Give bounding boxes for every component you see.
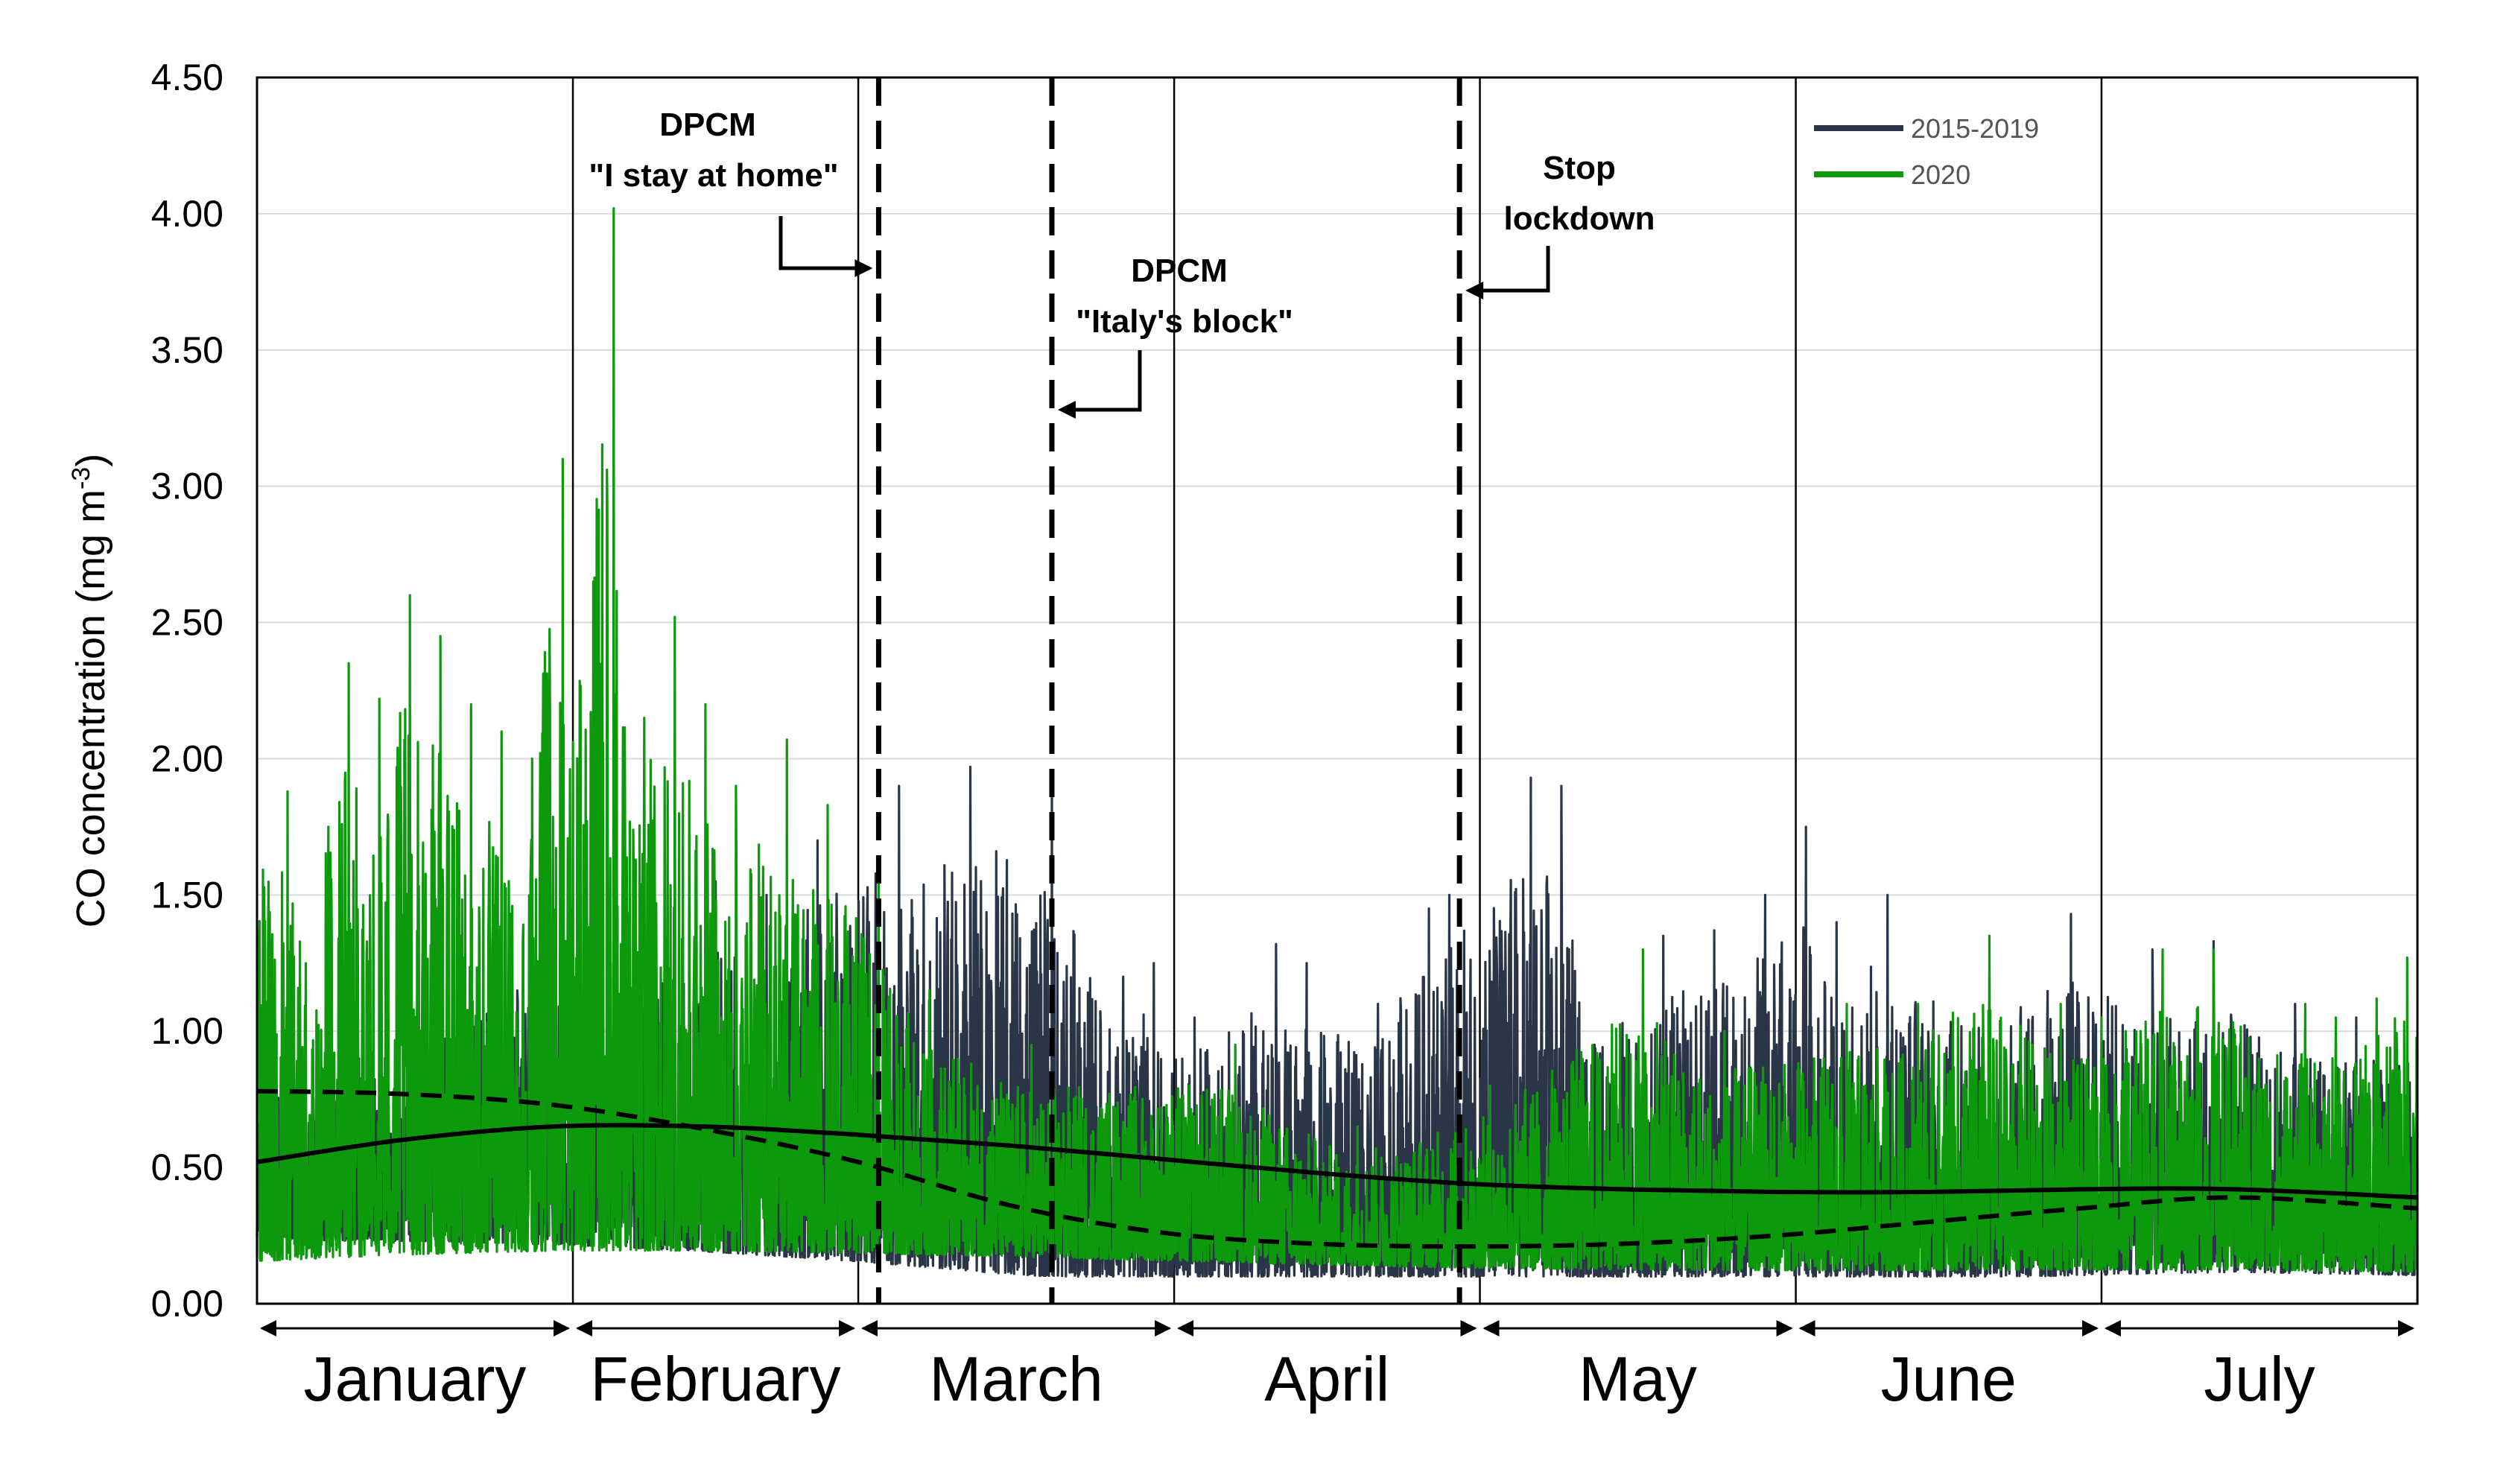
trend-line-2020 bbox=[256, 1123, 2418, 1200]
y-axis-label-text: CO concentration (mg m bbox=[69, 489, 113, 928]
trend-lines bbox=[256, 1088, 2418, 1249]
month-range-arrow-right-2 bbox=[1155, 1320, 1172, 1336]
month-range-arrow-right-6 bbox=[2398, 1320, 2414, 1336]
month-label-5: June bbox=[1881, 1344, 2017, 1414]
event-arrow-2 bbox=[1482, 246, 1550, 293]
y-tick-label-0: 0.00 bbox=[151, 1283, 223, 1325]
month-range-arrow-left-4 bbox=[1482, 1320, 1500, 1336]
x-axis-month-ranges: January February March April May June July bbox=[260, 1320, 2414, 1414]
y-tick-label-6: 3.00 bbox=[151, 466, 223, 507]
y-axis-ticks: 0.00 0.50 1.00 1.50 2.00 2.50 3.00 3.50 4.00 4.50 bbox=[151, 57, 223, 1325]
event-label-2-line1: Stop bbox=[1543, 150, 1616, 186]
event-label-1-line1: DPCM bbox=[1131, 253, 1228, 289]
y-tick-label-1: 0.50 bbox=[151, 1147, 223, 1188]
event-arrow-0 bbox=[778, 216, 857, 270]
month-range-arrow-right-0 bbox=[554, 1320, 571, 1336]
plot-area-frame bbox=[256, 76, 2419, 1305]
event-arrowhead-0 bbox=[854, 259, 873, 277]
month-range-arrow-right-1 bbox=[839, 1320, 856, 1336]
legend-label-2015-2019: 2015-2019 bbox=[1911, 113, 2039, 144]
legend-label-2020: 2020 bbox=[1911, 159, 1970, 190]
trend-line-2015-2019 bbox=[256, 1088, 2418, 1249]
y-tick-label-2: 1.00 bbox=[151, 1010, 223, 1052]
event-label-2-line2: lockdown bbox=[1504, 200, 1655, 237]
month-label-1: February bbox=[591, 1344, 841, 1414]
y-axis-label-close: ) bbox=[69, 454, 113, 467]
y-tick-label-7: 3.50 bbox=[151, 329, 223, 371]
month-range-arrow-left-2 bbox=[861, 1320, 878, 1336]
y-axis-label: CO concentration (mg m-3) bbox=[67, 454, 113, 928]
y-tick-label-5: 2.50 bbox=[151, 602, 223, 644]
event-label-1-line2: "Italy's block" bbox=[1076, 303, 1293, 340]
y-tick-label-3: 1.50 bbox=[151, 874, 223, 916]
month-label-6: July bbox=[2204, 1344, 2315, 1414]
month-range-arrow-left-6 bbox=[2104, 1320, 2121, 1336]
y-tick-label-8: 4.00 bbox=[151, 193, 223, 235]
month-label-3: April bbox=[1264, 1344, 1389, 1414]
y-tick-label-9: 4.50 bbox=[151, 57, 223, 98]
event-label-0-line1: DPCM bbox=[659, 107, 756, 143]
month-range-arrow-left-3 bbox=[1177, 1320, 1194, 1336]
month-range-arrow-right-4 bbox=[1776, 1320, 1793, 1336]
month-label-0: January bbox=[304, 1344, 527, 1414]
month-label-4: May bbox=[1579, 1344, 1697, 1414]
event-arrowhead-1 bbox=[1057, 401, 1076, 419]
y-axis-label-superscript: -3 bbox=[67, 467, 95, 489]
month-range-arrow-left-1 bbox=[576, 1320, 593, 1336]
month-range-arrow-right-3 bbox=[1460, 1320, 1477, 1336]
month-range-arrow-left-0 bbox=[260, 1320, 276, 1336]
y-tick-label-4: 2.00 bbox=[151, 738, 223, 779]
legend: 2015-2019 2020 bbox=[1803, 104, 2071, 190]
month-label-2: March bbox=[929, 1344, 1103, 1414]
month-range-arrow-right-5 bbox=[2081, 1320, 2099, 1336]
month-range-arrow-left-5 bbox=[1798, 1320, 1815, 1336]
event-arrow-1 bbox=[1073, 350, 1142, 412]
event-label-0-line2: "I stay at home" bbox=[589, 157, 838, 194]
event-markers: DPCM "I stay at home" DPCM "Italy's block" S… bbox=[589, 77, 1655, 1304]
event-arrowhead-2 bbox=[1465, 282, 1484, 299]
